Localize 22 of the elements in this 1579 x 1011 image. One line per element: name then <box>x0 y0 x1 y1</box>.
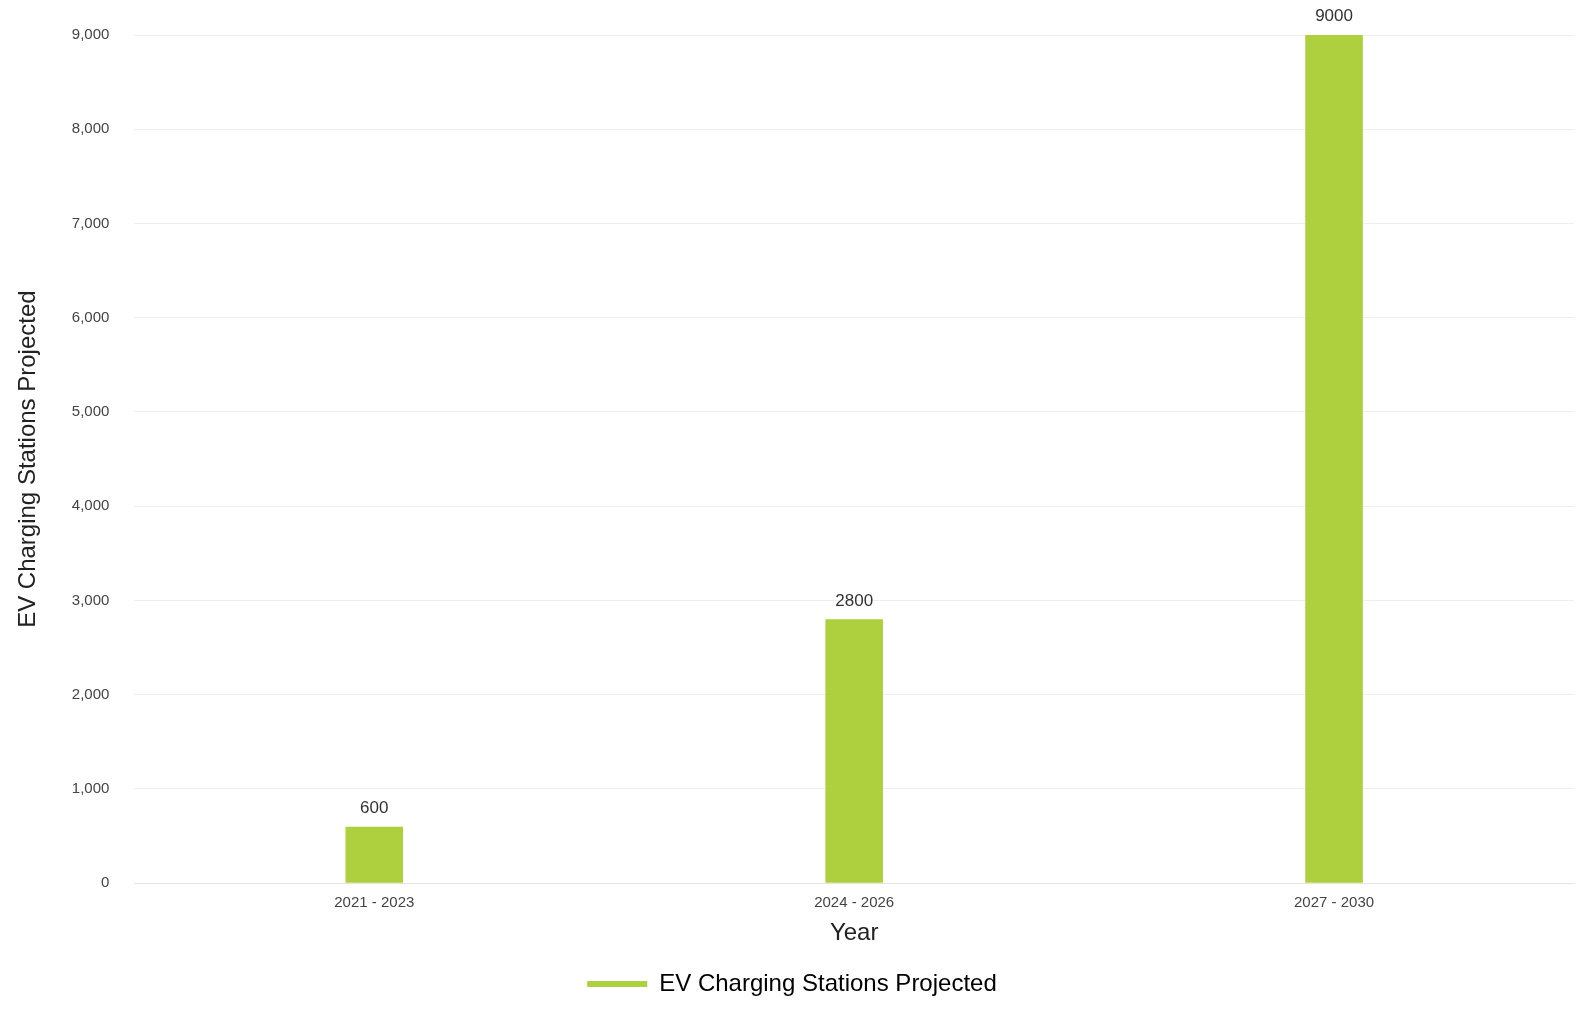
data-label: 600 <box>360 797 389 817</box>
y-tick-label: 2,000 <box>71 684 110 702</box>
y-tick-label: 9,000 <box>71 25 110 43</box>
y-tick-label: 7,000 <box>71 213 110 231</box>
legend-label: EV Charging Stations Projected <box>659 968 997 996</box>
x-tick-label: 2021 - 2023 <box>334 893 415 911</box>
y-tick-label: 4,000 <box>71 496 110 514</box>
x-tick-label: 2024 - 2026 <box>814 893 895 911</box>
y-tick-label: 0 <box>100 873 110 891</box>
y-tick-label: 8,000 <box>71 119 110 137</box>
y-axis-title: EV Charging Stations Projected <box>13 290 41 628</box>
bar <box>825 619 883 883</box>
x-axis-title: Year <box>829 918 879 946</box>
bar <box>1305 35 1363 883</box>
y-tick-label: 6,000 <box>71 307 110 325</box>
bar <box>345 826 404 883</box>
x-tick-label: 2027 - 2030 <box>1294 893 1375 911</box>
data-label: 2800 <box>835 590 874 610</box>
y-tick-label: 1,000 <box>71 779 110 797</box>
y-tick-label: 3,000 <box>71 590 110 608</box>
data-label: 9000 <box>1315 6 1353 26</box>
y-tick-label: 5,000 <box>71 402 110 420</box>
